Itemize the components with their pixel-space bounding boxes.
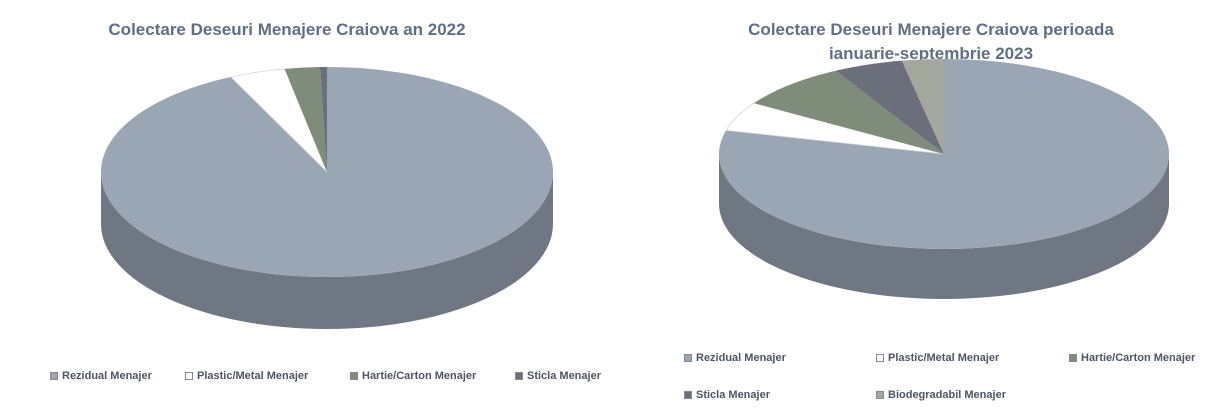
- legend-item-biodegradabil-menajer: Biodegradabil Menajer: [876, 389, 1006, 401]
- pie-slice-side-rezidual-menajer: [719, 154, 1169, 299]
- legend-item-plastic-metal-menajer: Plastic/Metal Menajer: [185, 370, 308, 382]
- legend-swatch: [515, 372, 523, 380]
- pie-slice-hartie-carton-menajer: [284, 67, 327, 172]
- legend-item-sticla-menajer: Sticla Menajer: [684, 389, 770, 401]
- legend-swatch: [1069, 354, 1077, 362]
- chart-title: Colectare Deseuri Menajere Craiova an 20…: [108, 20, 466, 39]
- legend-swatch: [876, 391, 884, 399]
- legend-swatch: [684, 354, 692, 362]
- pie-slice-hartie-carton-menajer: [754, 70, 944, 154]
- pie-slice-plastic-metal-menajer: [229, 68, 328, 173]
- legend-label: Rezidual Menajer: [696, 352, 786, 364]
- pie-slice-sticla-menajer: [319, 67, 327, 172]
- chart-panel-2022: Colectare Deseuri Menajere Craiova an 20…: [50, 20, 601, 382]
- legend-label: Sticla Menajer: [696, 389, 770, 401]
- legend-swatch: [684, 391, 692, 399]
- legend-swatch: [876, 354, 884, 362]
- pie-chart-2022: [100, 67, 553, 329]
- legend-label: Rezidual Menajer: [62, 370, 152, 382]
- legend-label: Biodegradabil Menajer: [888, 389, 1006, 401]
- chart-panel-2023: Colectare Deseuri Menajere Craiova perio…: [614, 0, 1228, 413]
- pie-slice-biodegradabil-menajer: [901, 59, 944, 154]
- pie-slice-plastic-metal-menajer: [725, 102, 945, 155]
- legend-item-rezidual-menajer: Rezidual Menajer: [50, 370, 152, 382]
- legend-swatch: [50, 372, 58, 380]
- legend-item-rezidual-menajer: Rezidual Menajer: [684, 352, 786, 364]
- legend-item-hartie-carton-menajer: Hartie/Carton Menajer: [1069, 352, 1195, 364]
- pie-slice-side-rezidual-menajer: [101, 172, 553, 329]
- legend-item-sticla-menajer: Sticla Menajer: [515, 370, 601, 382]
- legend-label: Plastic/Metal Menajer: [197, 370, 309, 382]
- legend-swatch: [185, 372, 193, 380]
- legend-item-plastic-metal-menajer: Plastic/Metal Menajer: [876, 352, 999, 364]
- chart-title: Colectare Deseuri Menajere Craiova perio…: [748, 20, 1114, 63]
- pie-slice-sticla-menajer: [835, 60, 944, 155]
- legend-label: Hartie/Carton Menajer: [1081, 352, 1196, 364]
- legend-swatch: [350, 372, 358, 380]
- legend-item-hartie-carton-menajer: Hartie/Carton Menajer: [350, 370, 476, 382]
- legend-label: Hartie/Carton Menajer: [362, 370, 477, 382]
- legend-label: Plastic/Metal Menajer: [888, 352, 1000, 364]
- pie-chart-2023: [719, 59, 1169, 299]
- legend-label: Sticla Menajer: [527, 370, 601, 382]
